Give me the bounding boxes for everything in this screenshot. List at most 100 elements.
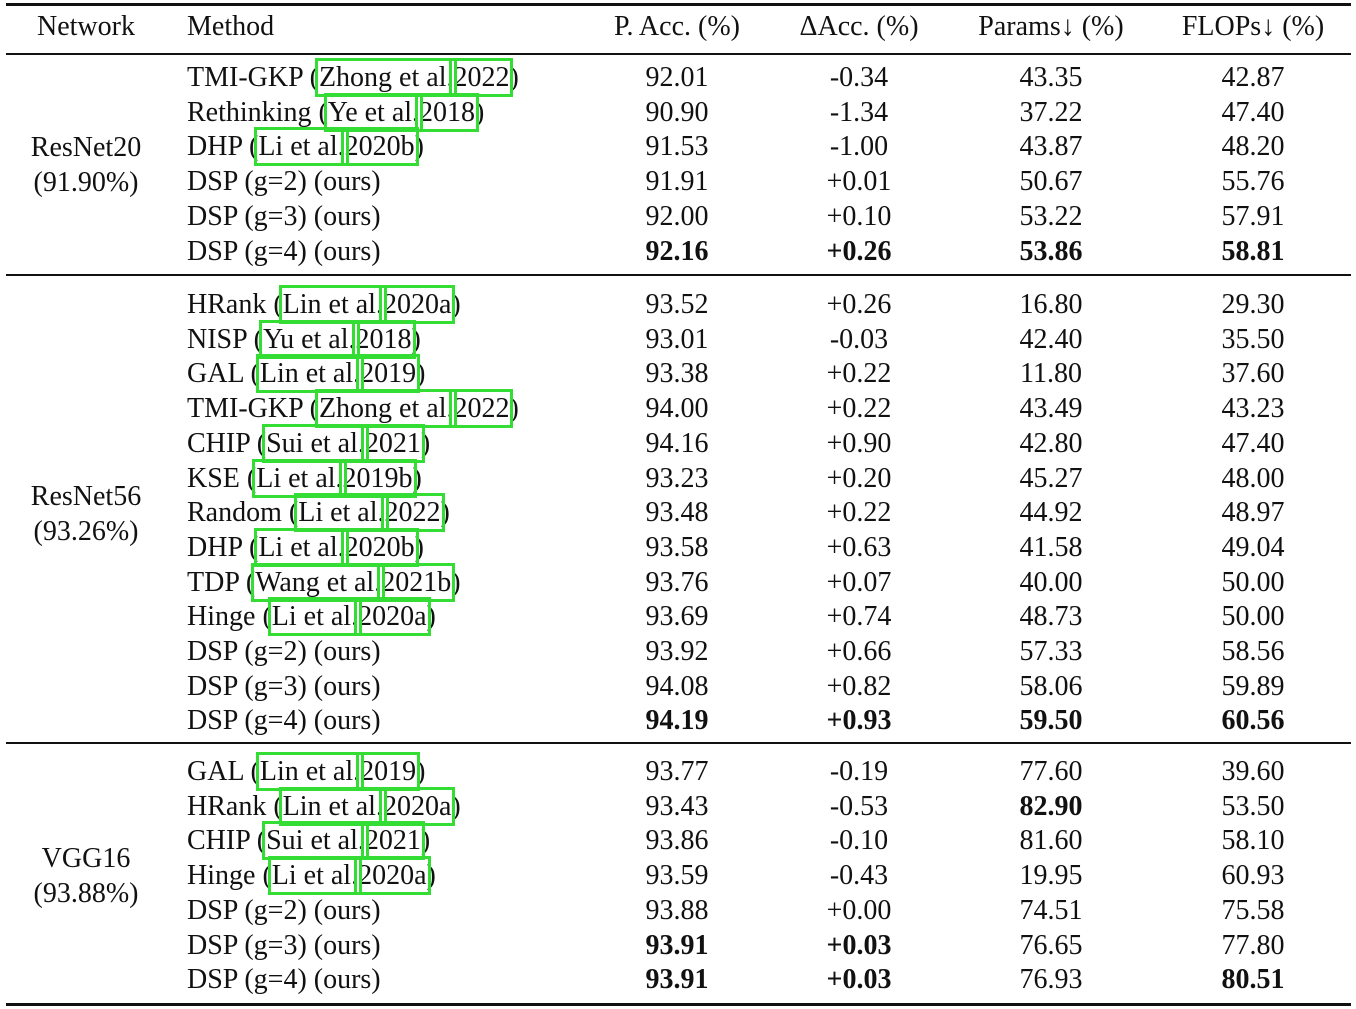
citation-year[interactable]: 2020a <box>354 856 431 895</box>
pacc-cell: 93.38 <box>645 358 709 389</box>
citation-authors[interactable]: Sui et al. <box>262 424 369 463</box>
method-cell: Rethinking (Ye et al.2018) <box>187 93 485 132</box>
params-cell: 43.87 <box>1019 131 1083 162</box>
citation-authors[interactable]: Yu et al. <box>259 320 360 359</box>
network-baseline: (91.90%) <box>33 167 139 199</box>
citation-authors[interactable]: Ye et al. <box>323 93 424 132</box>
citation-authors[interactable]: Li et al. <box>254 127 349 166</box>
method-cell: DSP (g=3) (ours) <box>187 929 381 963</box>
citation-authors[interactable]: Lin et al. <box>255 354 365 393</box>
citation-year[interactable]: 2018 <box>415 93 480 132</box>
method-name: DSP (g=3) (ours) <box>187 930 381 961</box>
citation-year[interactable]: 2020a <box>354 597 431 636</box>
dacc-cell: -0.53 <box>829 791 889 822</box>
pacc-cell: 93.23 <box>645 463 709 494</box>
method-name: DSP (g=2) (ours) <box>187 636 381 667</box>
dacc-cell: -0.10 <box>829 825 889 856</box>
citation-year[interactable]: 2020b <box>340 528 419 567</box>
network-label: ResNet20 (91.90%) <box>8 130 164 200</box>
dacc-cell: +0.22 <box>826 358 892 389</box>
top-rule <box>6 3 1351 6</box>
dacc-cell: -0.43 <box>829 860 889 891</box>
dacc-cell: +0.93 <box>826 705 892 736</box>
dacc-cell: +0.63 <box>826 532 892 563</box>
citation-authors[interactable]: Li et al. <box>294 493 389 532</box>
params-cell: 45.27 <box>1019 463 1083 494</box>
pacc-cell: 94.16 <box>645 428 709 459</box>
method-cell: Random (Li et al.2022) <box>187 493 450 532</box>
method-cell: DHP (Li et al.2020b) <box>187 528 424 567</box>
citation-authors[interactable]: Li et al. <box>254 528 349 567</box>
flops-cell: 80.51 <box>1221 964 1285 995</box>
network-name: ResNet56 <box>30 480 142 512</box>
flops-cell: 60.93 <box>1221 860 1285 891</box>
flops-cell: 77.80 <box>1221 930 1285 961</box>
citation-year[interactable]: 2020b <box>340 127 419 166</box>
flops-cell: 75.58 <box>1221 895 1285 926</box>
flops-cell: 60.56 <box>1221 705 1285 736</box>
citation-authors[interactable]: Zhong et al. <box>314 58 458 97</box>
dacc-cell: -0.03 <box>829 324 889 355</box>
method-name: DSP (g=3) (ours) <box>187 671 381 702</box>
dacc-cell: +0.26 <box>826 236 892 267</box>
header-rule <box>6 53 1351 55</box>
header-method: Method <box>187 11 275 42</box>
citation-year[interactable]: 2019b <box>338 459 417 498</box>
citation-authors[interactable]: Lin et al. <box>278 285 387 324</box>
group-rule <box>6 742 1351 744</box>
citation-year[interactable]: 2022 <box>449 389 514 428</box>
header-pacc: P. Acc. (%) <box>614 11 740 42</box>
pacc-cell: 94.19 <box>645 705 709 736</box>
citation-authors[interactable]: Li et al. <box>267 856 363 895</box>
method-name: TDP <box>187 567 239 598</box>
params-cell: 43.35 <box>1019 62 1083 93</box>
pacc-cell: 90.90 <box>645 97 709 128</box>
method-cell: DSP (g=4) (ours) <box>187 704 381 738</box>
citation-year[interactable]: 2019 <box>356 354 421 393</box>
citation-authors[interactable]: Li et al. <box>252 459 347 498</box>
citation-authors[interactable]: Lin et al. <box>255 752 365 791</box>
dacc-cell: -1.34 <box>829 97 889 128</box>
header-flops: FLOPs↓ (%) <box>1181 11 1325 42</box>
citation-authors[interactable]: Li et al. <box>267 597 363 636</box>
citation-authors[interactable]: Wang et al. <box>251 563 386 602</box>
method-name: DHP <box>187 532 242 563</box>
params-cell: 58.06 <box>1019 671 1083 702</box>
citation-year[interactable]: 2021b <box>377 563 456 602</box>
citation-year[interactable]: 2019 <box>356 752 421 791</box>
pacc-cell: 93.76 <box>645 567 709 598</box>
pacc-cell: 93.88 <box>645 895 709 926</box>
citation-year[interactable]: 2020a <box>378 285 456 324</box>
dacc-cell: +0.20 <box>826 463 892 494</box>
citation-year[interactable]: 2020a <box>378 787 456 826</box>
method-name: GAL <box>187 756 244 787</box>
pacc-cell: 93.92 <box>645 636 709 667</box>
dacc-cell: +0.90 <box>826 428 892 459</box>
citation-year[interactable]: 2022 <box>449 58 514 97</box>
method-cell: DHP (Li et al.2020b) <box>187 127 424 166</box>
pacc-cell: 92.16 <box>645 236 709 267</box>
citation-year[interactable]: 2021 <box>360 424 425 463</box>
flops-cell: 39.60 <box>1221 756 1285 787</box>
method-name: HRank <box>187 791 267 822</box>
pacc-cell: 93.69 <box>645 601 709 632</box>
dacc-cell: +0.00 <box>826 895 892 926</box>
citation-year[interactable]: 2021 <box>360 821 425 860</box>
flops-cell: 53.50 <box>1221 791 1285 822</box>
flops-cell: 35.50 <box>1221 324 1285 355</box>
method-cell: DSP (g=3) (ours) <box>187 200 381 234</box>
citation-year[interactable]: 2022 <box>380 493 445 532</box>
citation-authors[interactable]: Sui et al. <box>262 821 369 860</box>
method-cell: Hinge (Li et al.2020a) <box>187 597 436 636</box>
method-cell: Hinge (Li et al.2020a) <box>187 856 436 895</box>
params-cell: 19.95 <box>1019 860 1083 891</box>
citation-authors[interactable]: Lin et al. <box>278 787 387 826</box>
citation-year[interactable]: 2018 <box>351 320 416 359</box>
method-cell: KSE (Li et al.2019b) <box>187 459 422 498</box>
method-name: CHIP <box>187 428 250 459</box>
dacc-cell: +0.22 <box>826 393 892 424</box>
params-cell: 82.90 <box>1019 791 1083 822</box>
method-name: Random <box>187 497 282 528</box>
flops-cell: 37.60 <box>1221 358 1285 389</box>
citation-authors[interactable]: Zhong et al. <box>314 389 458 428</box>
